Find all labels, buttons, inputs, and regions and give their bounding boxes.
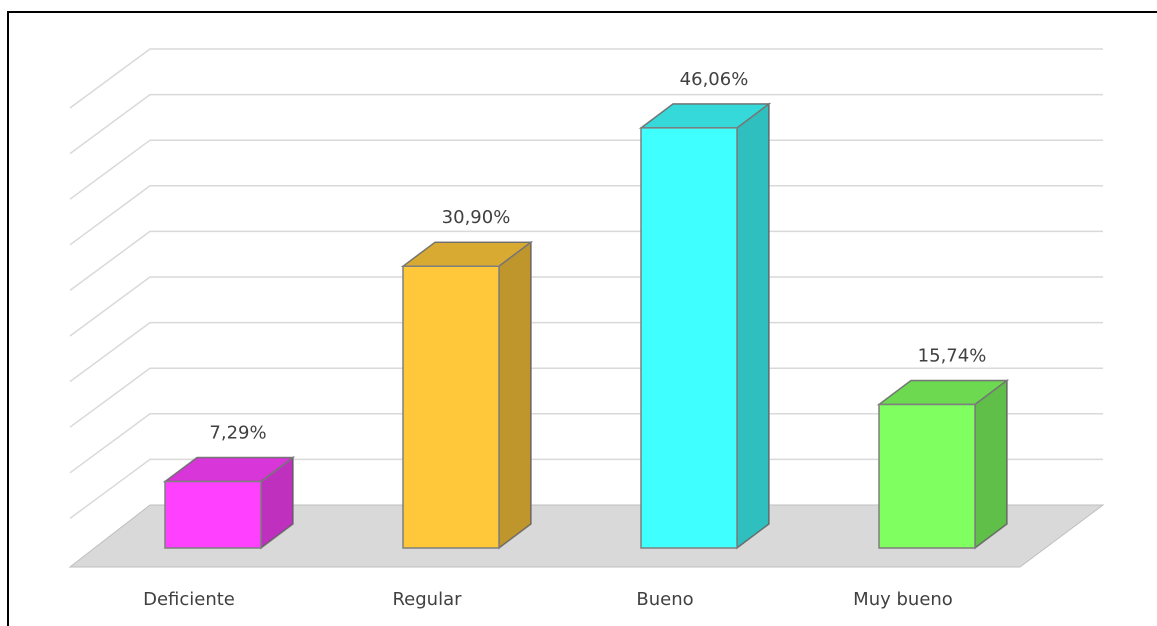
- bar-front: [402, 265, 500, 549]
- bar-side-shade: [975, 380, 1007, 548]
- bar-top-shade: [879, 380, 1007, 405]
- value-label: 15,74%: [918, 345, 987, 366]
- x-tick-label: Deficiente: [143, 589, 235, 610]
- frame: [7, 11, 1157, 626]
- value-label: 30,90%: [442, 207, 511, 228]
- grid-line: [69, 367, 1103, 428]
- bar-front: [640, 127, 738, 549]
- bar-side-shade: [737, 103, 769, 548]
- bar-top-shade: [165, 457, 293, 482]
- grid-line: [69, 93, 1103, 155]
- bar-side-shade: [261, 457, 293, 548]
- bar-top-shade: [403, 242, 531, 267]
- grid-line: [69, 413, 1103, 474]
- x-tick-label: Regular: [392, 589, 462, 610]
- x-tick-label: Bueno: [636, 589, 693, 610]
- grid-line: [69, 276, 1103, 337]
- floor: [68, 504, 1105, 568]
- bar: [162, 456, 296, 550]
- value-label: 7,29%: [209, 423, 266, 444]
- grid-line: [69, 230, 1103, 292]
- bar-front: [164, 480, 262, 549]
- bar: [876, 378, 1010, 550]
- grid-line: [69, 139, 1103, 200]
- grid-line: [69, 458, 1103, 520]
- value-label: 46,06%: [680, 69, 749, 90]
- bar: [400, 240, 534, 550]
- bar-side-shade: [499, 242, 531, 548]
- bar-front: [878, 403, 976, 549]
- bar: [638, 102, 772, 550]
- grid-line: [69, 48, 1103, 109]
- grid-line: [69, 185, 1103, 246]
- grid-line: [69, 321, 1103, 383]
- x-tick-label: Muy bueno: [853, 589, 953, 610]
- bar-top-shade: [641, 103, 769, 128]
